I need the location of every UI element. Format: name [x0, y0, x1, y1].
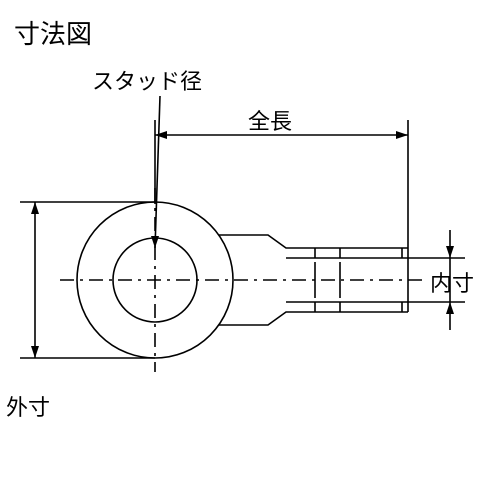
label-outer-dim: 外寸: [6, 390, 50, 422]
label-inner-dim: 内寸: [430, 266, 474, 298]
diagram-svg: [0, 0, 500, 500]
label-overall-length: 全長: [248, 104, 292, 136]
dimension-diagram: { "title": "寸法図", "labels": { "stud_diam…: [0, 0, 500, 500]
label-stud-diameter: スタッド径: [92, 64, 202, 96]
diagram-title: 寸法図: [14, 14, 92, 51]
